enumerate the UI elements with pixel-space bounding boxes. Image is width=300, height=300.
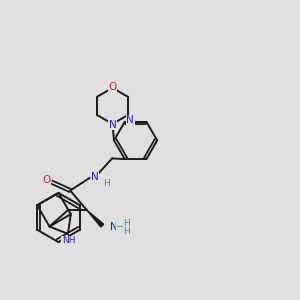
Text: H: H xyxy=(124,219,130,228)
Text: N: N xyxy=(109,119,116,130)
Text: H: H xyxy=(124,227,130,236)
Text: N: N xyxy=(110,221,118,232)
Text: —: — xyxy=(116,222,125,231)
Text: NH: NH xyxy=(62,236,75,245)
Text: N: N xyxy=(91,172,99,182)
Text: O: O xyxy=(108,82,117,92)
Text: H: H xyxy=(103,179,110,188)
Text: N: N xyxy=(126,115,134,125)
Polygon shape xyxy=(87,210,104,227)
Text: O: O xyxy=(42,175,50,185)
